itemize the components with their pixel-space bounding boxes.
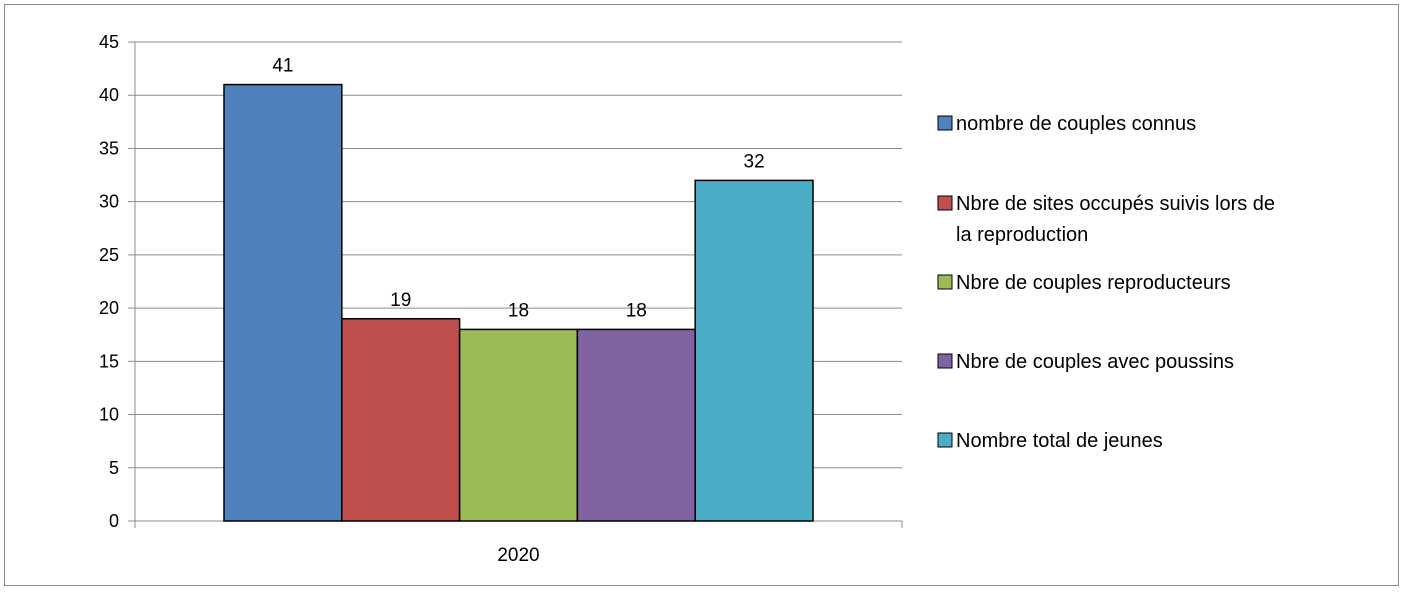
legend-swatch-0 (937, 115, 953, 131)
legend-swatch-4 (937, 432, 953, 448)
legend-label-2: Nbre de couples reproducteurs (956, 272, 1231, 294)
legend-label-1: Nbre de sites occupés suivis lors de la r… (956, 193, 1275, 246)
legend-label-4: Nombre total de jeunes (956, 430, 1163, 452)
y-tick-label-30: 30 (99, 192, 119, 212)
data-label-series-3: 18 (626, 300, 647, 321)
data-label-series-2: 18 (508, 300, 529, 321)
legend-swatch-1 (937, 195, 953, 211)
bar-series-1 (341, 318, 461, 522)
y-tick-label-35: 35 (99, 138, 119, 158)
y-tick-label-25: 25 (99, 245, 119, 265)
legend-swatch-2 (937, 274, 953, 290)
y-tick-label-0: 0 (109, 511, 119, 531)
y-tick-label-10: 10 (99, 405, 119, 425)
x-category-label: 2020 (497, 545, 539, 566)
legend-label-0: nombre de couples connus (956, 113, 1196, 135)
y-tick-label-45: 45 (99, 32, 119, 52)
legend-swatch-3 (937, 353, 953, 369)
bar-series-0 (223, 83, 343, 522)
y-tick-label-5: 5 (109, 458, 119, 478)
bar-series-2 (458, 328, 579, 522)
y-tick-label-20: 20 (99, 298, 119, 318)
data-label-series-0: 41 (272, 56, 293, 77)
data-label-series-1: 19 (390, 290, 411, 311)
y-tick-label-15: 15 (99, 351, 119, 371)
bar-series-3 (576, 328, 696, 522)
legend-label-3: Nbre de couples avec poussins (956, 351, 1234, 373)
data-label-series-4: 32 (744, 151, 765, 172)
bars (223, 83, 814, 522)
y-tick-label-40: 40 (99, 85, 119, 105)
bar-series-4 (694, 179, 814, 522)
data-labels: 41 19 18 18 32 (272, 56, 764, 322)
legend: nombre de couples connus Nbre de sites oc… (937, 113, 1275, 452)
